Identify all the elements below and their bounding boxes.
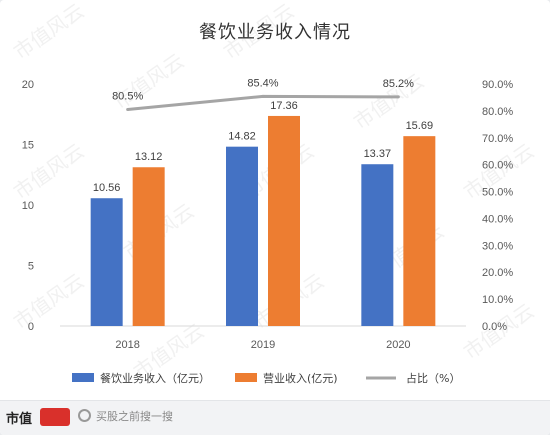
brand-logo-mark xyxy=(40,408,70,426)
y-right-tick-label: 60.0% xyxy=(482,160,513,172)
y-left-tick-label: 10 xyxy=(22,200,34,212)
line-value-label: 85.4% xyxy=(247,77,278,89)
y-right-tick-label: 10.0% xyxy=(482,294,513,306)
x-tick-label: 2018 xyxy=(115,339,139,351)
y-left-tick-label: 15 xyxy=(22,140,34,152)
y-right-tick-label: 0.0% xyxy=(482,321,507,333)
y-left-tick-label: 20 xyxy=(22,79,34,91)
bar xyxy=(90,198,123,326)
legend-swatch xyxy=(235,373,257,382)
line-value-label: 80.5% xyxy=(112,91,143,103)
chart-title: 餐饮业务收入情况 xyxy=(199,22,351,43)
bar xyxy=(132,167,165,326)
watermark-text: 市值风云 xyxy=(9,269,88,335)
y-left-tick-label: 0 xyxy=(28,321,34,333)
brand-logo-text: 市值 xyxy=(6,412,33,427)
search-placeholder: 买股之前搜一搜 xyxy=(96,410,173,423)
bar-value-label: 17.36 xyxy=(270,100,298,112)
legend-label: 餐饮业务收入（亿元） xyxy=(100,371,210,385)
bar-value-label: 15.69 xyxy=(406,120,434,132)
bar xyxy=(403,136,436,326)
bar-value-label: 10.56 xyxy=(93,182,121,194)
bar-value-label: 13.12 xyxy=(135,151,163,163)
x-tick-label: 2020 xyxy=(386,339,410,351)
line-value-label: 85.2% xyxy=(383,78,414,90)
bar xyxy=(226,146,258,326)
watermark-text: 市值风云 xyxy=(219,0,298,64)
line-point xyxy=(126,108,130,112)
search-icon xyxy=(78,409,91,422)
y-right-tick-label: 50.0% xyxy=(482,187,513,199)
y-right-tick-label: 40.0% xyxy=(482,213,513,225)
footer-bar: 市值 买股之前搜一搜 xyxy=(0,400,550,435)
y-right-tick-label: 20.0% xyxy=(482,267,513,279)
y-right-tick-label: 80.0% xyxy=(482,106,513,118)
legend-label: 营业收入(亿元) xyxy=(263,371,338,385)
watermark-text: 市值风云 xyxy=(9,0,88,64)
bar xyxy=(361,164,394,326)
bar-value-label: 14.82 xyxy=(228,131,256,143)
search-box[interactable]: 买股之前搜一搜 xyxy=(78,407,308,427)
legend-label: 占比（%） xyxy=(406,371,460,385)
bar xyxy=(268,115,300,326)
y-right-tick-label: 30.0% xyxy=(482,240,513,252)
y-right-tick-label: 70.0% xyxy=(482,133,513,145)
x-tick-label: 2019 xyxy=(251,339,275,351)
bar-value-label: 13.37 xyxy=(364,148,392,160)
line-point xyxy=(396,95,400,99)
chart-svg: 市值风云市值风云市值风云市值风云市值风云市值风云市值风云市值风云市值风云市值风云… xyxy=(9,0,538,385)
y-right-tick-label: 90.0% xyxy=(482,79,513,91)
y-left-tick-label: 5 xyxy=(28,261,34,273)
line-point xyxy=(261,94,265,98)
legend-swatch xyxy=(72,373,94,382)
